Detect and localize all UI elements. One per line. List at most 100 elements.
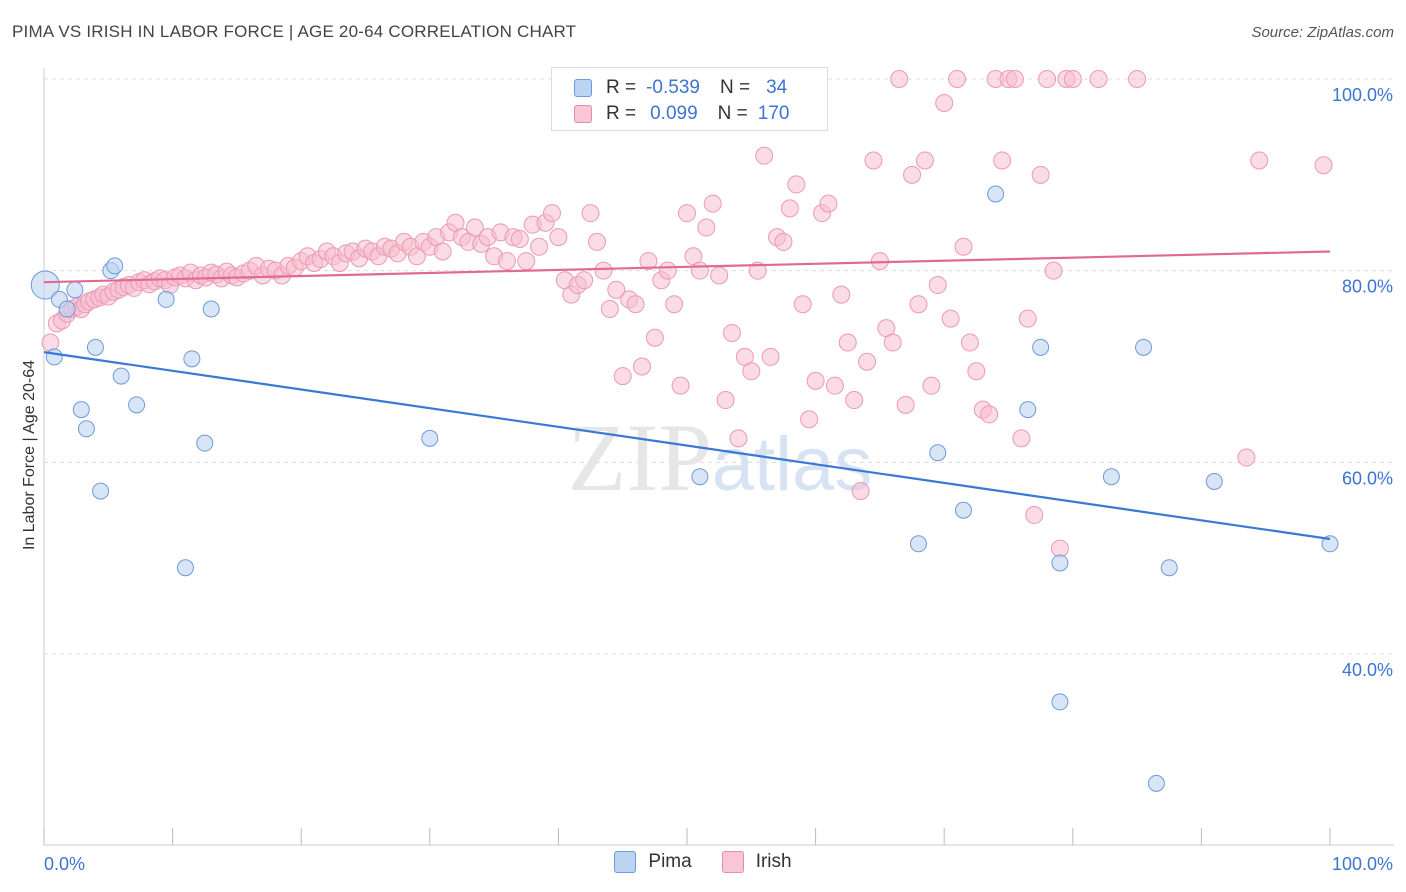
irish-point [748, 261, 767, 280]
irish-point [954, 237, 973, 256]
irish-point [883, 333, 902, 352]
irish-point [858, 352, 877, 371]
stats-legend: R = -0.539 N = 34 R = 0.099 N = 170 [551, 67, 828, 131]
pima-point [58, 300, 76, 318]
watermark-zip: ZIP [568, 404, 712, 511]
irish-point [1089, 70, 1108, 88]
irish-point [1025, 506, 1044, 525]
irish-point [793, 295, 812, 314]
pima-points [30, 185, 1339, 792]
y-tick-label: 40.0% [1342, 660, 1393, 680]
pima-point [106, 257, 124, 275]
irish-points [41, 70, 1333, 558]
irish-point [678, 204, 696, 223]
pima-point [183, 350, 201, 368]
irish-point [1314, 156, 1333, 175]
n-value: 34 [766, 77, 788, 98]
x-tick-label: 100.0% [1332, 854, 1393, 874]
legend-label-irish: Irish [755, 851, 792, 872]
irish-point [896, 395, 915, 414]
r-label: R = [606, 103, 637, 124]
irish-point [948, 70, 967, 88]
irish-point [613, 367, 632, 386]
pima-trend-line [43, 351, 1331, 541]
irish-swatch [574, 105, 592, 123]
irish-point [864, 151, 883, 170]
pima-point [1102, 468, 1120, 486]
pima-point [202, 300, 220, 318]
irish-point [1250, 151, 1269, 170]
irish-point [716, 391, 735, 410]
irish-point [774, 232, 793, 251]
pima-swatch [614, 851, 637, 873]
irish-point [542, 204, 561, 223]
r-label: R = [606, 77, 637, 98]
pima-point [157, 290, 175, 308]
irish-point [703, 194, 722, 213]
pima-point [1051, 554, 1069, 572]
irish-point [658, 261, 677, 280]
irish-point [1012, 429, 1031, 448]
pima-point [929, 444, 947, 462]
series-legend: Pima Irish [0, 851, 1406, 873]
irish-point [697, 218, 716, 237]
irish-point [1237, 448, 1256, 467]
irish-point [626, 295, 645, 314]
irish-point [903, 165, 922, 184]
legend-item-pima[interactable]: Pima [614, 851, 692, 873]
irish-point [1044, 261, 1063, 280]
irish-point [594, 261, 613, 280]
irish-point [665, 295, 684, 314]
pima-point [987, 185, 1005, 203]
irish-point [729, 429, 748, 448]
irish-point [575, 271, 594, 290]
irish-point [909, 295, 928, 314]
irish-point [1031, 165, 1050, 184]
pima-point [45, 348, 63, 366]
irish-point [851, 482, 870, 501]
irish-point [465, 218, 484, 237]
pima-point [72, 401, 90, 419]
irish-point [1063, 70, 1082, 88]
n-label: N = [719, 77, 751, 98]
irish-point [671, 376, 690, 395]
irish-point [993, 151, 1012, 170]
irish-trend-line [43, 250, 1331, 284]
irish-point [723, 323, 742, 342]
irish-point [645, 328, 664, 347]
legend-row-pima: R = -0.539 N = 34 [574, 76, 787, 100]
pima-point [1205, 473, 1223, 490]
pima-point [128, 396, 146, 414]
irish-point [780, 199, 799, 218]
irish-point [742, 362, 761, 381]
irish-point [915, 151, 934, 170]
irish-point [819, 194, 838, 213]
irish-point [600, 300, 619, 318]
irish-point [941, 309, 960, 328]
irish-point [928, 276, 947, 295]
r-value: 0.099 [650, 103, 698, 124]
irish-point [710, 266, 729, 285]
pima-point [86, 338, 104, 356]
irish-point [1005, 70, 1024, 88]
x-tick-label: 0.0% [44, 854, 85, 874]
irish-point [935, 93, 954, 112]
pima-point [691, 468, 709, 486]
irish-point [755, 146, 774, 165]
pima-point [909, 535, 927, 553]
pima-point [92, 482, 110, 500]
y-tick-label: 100.0% [1332, 85, 1393, 105]
watermark: ZIPatlas [568, 404, 873, 511]
irish-point [41, 333, 60, 352]
irish-point [581, 204, 600, 223]
irish-point [510, 230, 529, 249]
irish-point [967, 362, 986, 381]
legend-item-irish[interactable]: Irish [721, 851, 792, 873]
legend-label-pima: Pima [648, 851, 692, 872]
irish-point [787, 175, 806, 194]
irish-swatch [721, 851, 744, 873]
irish-point [890, 70, 909, 88]
pima-point [66, 281, 84, 299]
chart-title: PIMA VS IRISH IN LABOR FORCE | AGE 20-64… [12, 22, 577, 41]
